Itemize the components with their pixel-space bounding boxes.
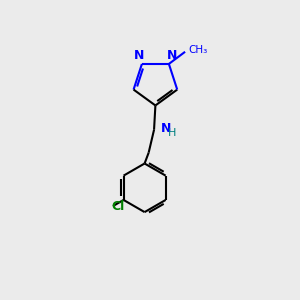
Text: H: H xyxy=(168,128,176,138)
Text: Cl: Cl xyxy=(112,200,125,212)
Text: N: N xyxy=(134,49,144,62)
Text: CH₃: CH₃ xyxy=(188,45,208,56)
Text: N: N xyxy=(167,49,177,62)
Text: N: N xyxy=(161,122,171,135)
